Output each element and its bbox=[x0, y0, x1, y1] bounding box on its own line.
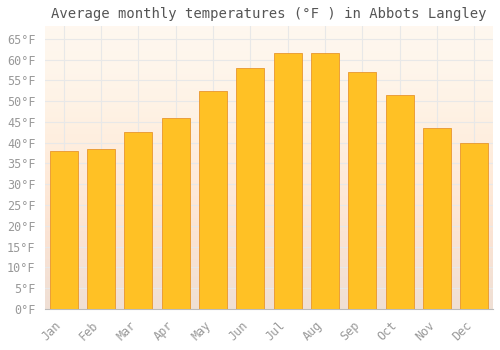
Bar bbox=[87, 149, 115, 309]
Bar bbox=[124, 132, 152, 309]
Bar bbox=[162, 118, 190, 309]
Bar bbox=[199, 91, 227, 309]
Bar bbox=[423, 128, 451, 309]
Bar bbox=[274, 53, 302, 309]
Bar bbox=[311, 53, 339, 309]
Bar bbox=[460, 143, 488, 309]
Bar bbox=[50, 151, 78, 309]
Bar bbox=[348, 72, 376, 309]
Bar bbox=[236, 68, 264, 309]
Bar bbox=[386, 95, 413, 309]
Title: Average monthly temperatures (°F ) in Abbots Langley: Average monthly temperatures (°F ) in Ab… bbox=[52, 7, 487, 21]
